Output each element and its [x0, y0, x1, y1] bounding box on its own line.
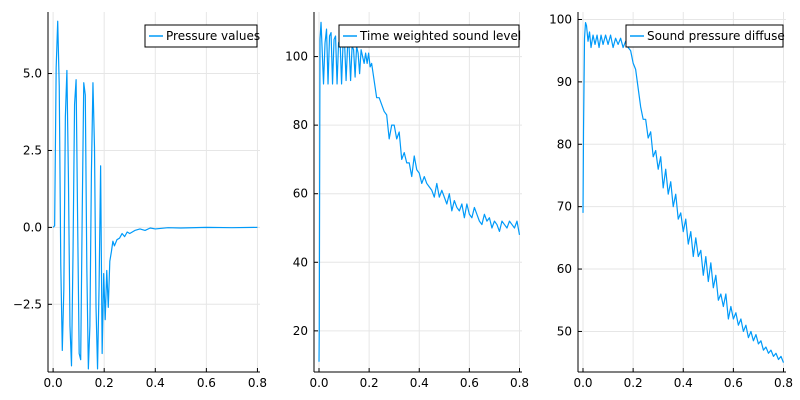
- y-tick-label: 20: [293, 324, 308, 338]
- x-tick-label: 0.8: [510, 376, 529, 390]
- x-tick-label: 0.8: [248, 376, 267, 390]
- legend-box: [625, 24, 784, 48]
- y-tick-label: 90: [557, 75, 572, 89]
- legend-label: Sound pressure diffuse: [647, 29, 785, 43]
- x-tick-label: 0.4: [410, 376, 429, 390]
- y-tick-label: 0.0: [23, 220, 42, 234]
- y-tick-label: 5.0: [23, 67, 42, 81]
- y-tick-label: 80: [557, 137, 572, 151]
- legend-box: [338, 24, 520, 48]
- x-tick-label: 0.6: [460, 376, 479, 390]
- legend-box: [144, 24, 258, 48]
- y-tick-label: 60: [293, 187, 308, 201]
- y-tick-label: 40: [293, 255, 308, 269]
- x-tick-label: 0.8: [774, 376, 793, 390]
- series-line: [582, 22, 785, 363]
- series-line: [52, 20, 258, 370]
- y-tick-label: 60: [557, 262, 572, 276]
- x-tick-label: 0.4: [146, 376, 165, 390]
- y-tick-label: 100: [285, 50, 308, 64]
- y-tick-label: 80: [293, 118, 308, 132]
- x-tick-label: 0.0: [44, 376, 63, 390]
- subplot-sound-pressure-diffuse: 0.0 0.2 0.4 0.6 0.8 50 60 70 80 90 100 Sound pressu…: [549, 12, 793, 390]
- y-tick-label: 2.5: [23, 143, 42, 157]
- y-tick-label: −2.5: [13, 297, 42, 311]
- x-tick-label: 0.6: [197, 376, 216, 390]
- subplot-time-weighted-sound-level: 0.0 0.2 0.4 0.6 0.8 20 40 60 80 100 Time weighted …: [285, 12, 529, 390]
- subplot-pressure-values: 0.0 0.2 0.4 0.6 0.8 −2.5 0.0 2.5 5.0 Pressure val…: [13, 12, 267, 390]
- legend-label: Time weighted sound level: [359, 29, 521, 43]
- x-tick-label: 0.2: [360, 376, 379, 390]
- x-tick-label: 0.2: [624, 376, 643, 390]
- x-tick-label: 0.0: [309, 376, 328, 390]
- x-tick-label: 0.6: [724, 376, 743, 390]
- x-tick-label: 0.4: [674, 376, 693, 390]
- x-tick-label: 0.0: [573, 376, 592, 390]
- y-tick-label: 50: [557, 324, 572, 338]
- x-tick-label: 0.2: [95, 376, 114, 390]
- y-tick-label: 70: [557, 200, 572, 214]
- legend-label: Pressure values: [166, 29, 260, 43]
- y-tick-label: 100: [549, 12, 572, 26]
